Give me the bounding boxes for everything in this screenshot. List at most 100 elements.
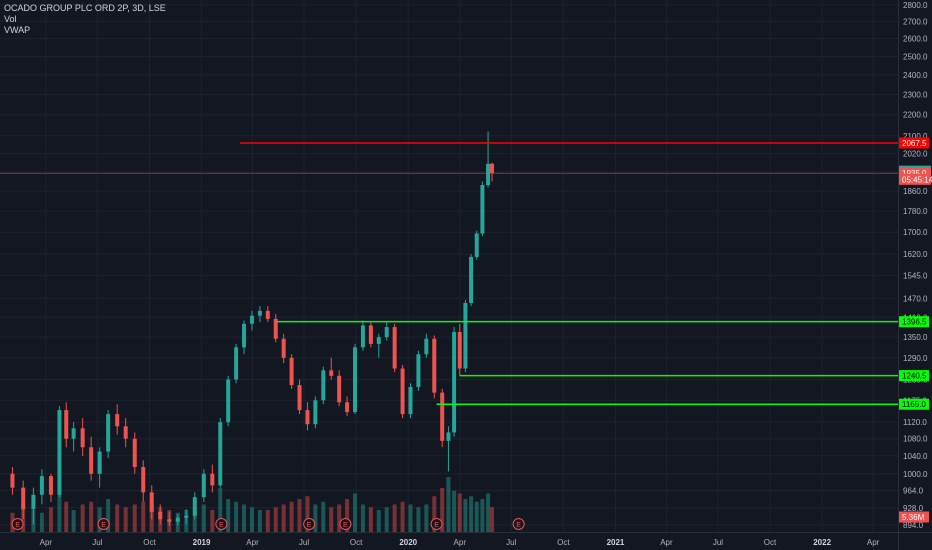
candle-body[interactable] [297,385,302,411]
candle-body[interactable] [39,476,44,495]
candle-body[interactable] [257,310,262,316]
candle-body[interactable] [353,347,358,413]
candle-body[interactable] [474,233,479,257]
candle-body[interactable] [440,392,445,441]
volume-bar [141,501,146,532]
candle-body[interactable] [329,370,334,376]
candle-body[interactable] [249,315,254,324]
candle-body[interactable] [192,497,197,516]
time-tick-label: Oct [350,538,363,547]
candle-body[interactable] [48,476,53,495]
price-tick-label: 1120.0 [903,418,927,427]
candle-body[interactable] [345,402,350,413]
indicator-vwap-label[interactable]: VWAP [4,25,31,35]
candle-body[interactable] [201,473,206,498]
candle-body[interactable] [89,447,94,474]
candle-body[interactable] [368,325,373,344]
candle-body[interactable] [71,428,76,439]
candle-body[interactable] [337,375,342,403]
candle-body[interactable] [10,473,15,488]
candle-body[interactable] [313,400,318,425]
level-price-tag-label: 2067.5 [902,139,927,148]
candle-body[interactable] [175,517,180,522]
candle-body[interactable] [97,451,102,474]
earnings-marker-icon[interactable] [430,518,443,530]
candle-body[interactable] [115,414,120,427]
candle-body[interactable] [132,438,137,467]
candle-body[interactable] [446,432,451,441]
earnings-marker-icon[interactable] [512,518,525,530]
candle-body[interactable] [490,163,495,174]
candle-body[interactable] [463,302,468,369]
time-tick-label: Apr [867,538,880,547]
volume-bar [89,501,94,532]
earnings-marker-icon[interactable] [303,518,316,530]
time-tick-label: Oct [557,538,570,547]
volume-bar [424,504,429,532]
earnings-marker-glyph: E [307,522,312,529]
level-lines-layer [0,142,898,405]
candle-body[interactable] [167,519,172,522]
candle-body[interactable] [158,511,163,520]
candle-body[interactable] [416,354,421,387]
candle-body[interactable] [376,337,381,344]
price-axis[interactable]: 2800.0 2700.0 2600.0 2500.0 2400.0 2300.0 2200… [899,1,932,530]
earnings-marker-icon[interactable] [339,518,352,530]
candle-body[interactable] [408,386,413,415]
volume-bar [201,504,206,532]
candle-body[interactable] [80,428,85,448]
volume-bar [289,501,294,532]
volume-bar [249,507,254,532]
candle-body[interactable] [106,414,111,452]
candle-body[interactable] [273,318,278,339]
earnings-marker-glyph: E [101,522,106,529]
candle-body[interactable] [486,163,491,186]
candle-body[interactable] [141,466,146,493]
candle-body[interactable] [21,487,26,510]
candle-body[interactable] [123,426,128,439]
candle-body[interactable] [305,410,310,425]
earnings-marker-icon[interactable] [215,518,228,530]
candle-body[interactable] [480,185,485,234]
volume-bar [226,499,231,532]
earnings-marker-icon[interactable] [97,518,110,530]
candle-body[interactable] [210,473,215,486]
candle-body[interactable] [452,332,457,433]
volume-bar [384,507,389,532]
candle-body[interactable] [149,492,154,512]
candle-body[interactable] [57,410,62,495]
price-tick-label: 2700.0 [903,17,928,26]
candle-body[interactable] [242,323,247,348]
indicator-vol-label[interactable]: Vol [4,14,17,24]
candle-body[interactable] [384,327,389,338]
candle-body[interactable] [281,338,286,358]
candle-body[interactable] [265,310,270,319]
candle-body[interactable] [432,338,437,393]
candle-body[interactable] [392,327,397,369]
candle-body[interactable] [321,370,326,401]
volume-bar [457,493,462,532]
candle-body[interactable] [226,379,231,423]
candle-body[interactable] [184,515,189,518]
candle-body[interactable] [289,357,294,386]
candle-body[interactable] [469,256,474,303]
price-label-tag [899,173,931,185]
candle-body[interactable] [457,332,462,369]
candle-body[interactable] [31,494,36,510]
candle-body[interactable] [400,368,405,415]
candle-body[interactable] [64,410,69,439]
time-axis[interactable]: Apr Jul Oct 2019 Apr Jul Oct 2020 Apr Jul Oct 2021 A… [40,538,880,547]
symbol-title[interactable]: OCADO GROUP PLC ORD 2P, 3D, LSE [4,3,166,13]
candle-body[interactable] [218,422,223,486]
volume-bar [218,488,223,532]
volume-bar [48,507,53,532]
candle-body[interactable] [360,325,365,348]
candle-body[interactable] [234,347,239,380]
volume-bar [337,504,342,532]
candle-body[interactable] [424,338,429,355]
earnings-marker-icon[interactable] [11,518,24,530]
time-tick-label: Apr [454,538,467,547]
